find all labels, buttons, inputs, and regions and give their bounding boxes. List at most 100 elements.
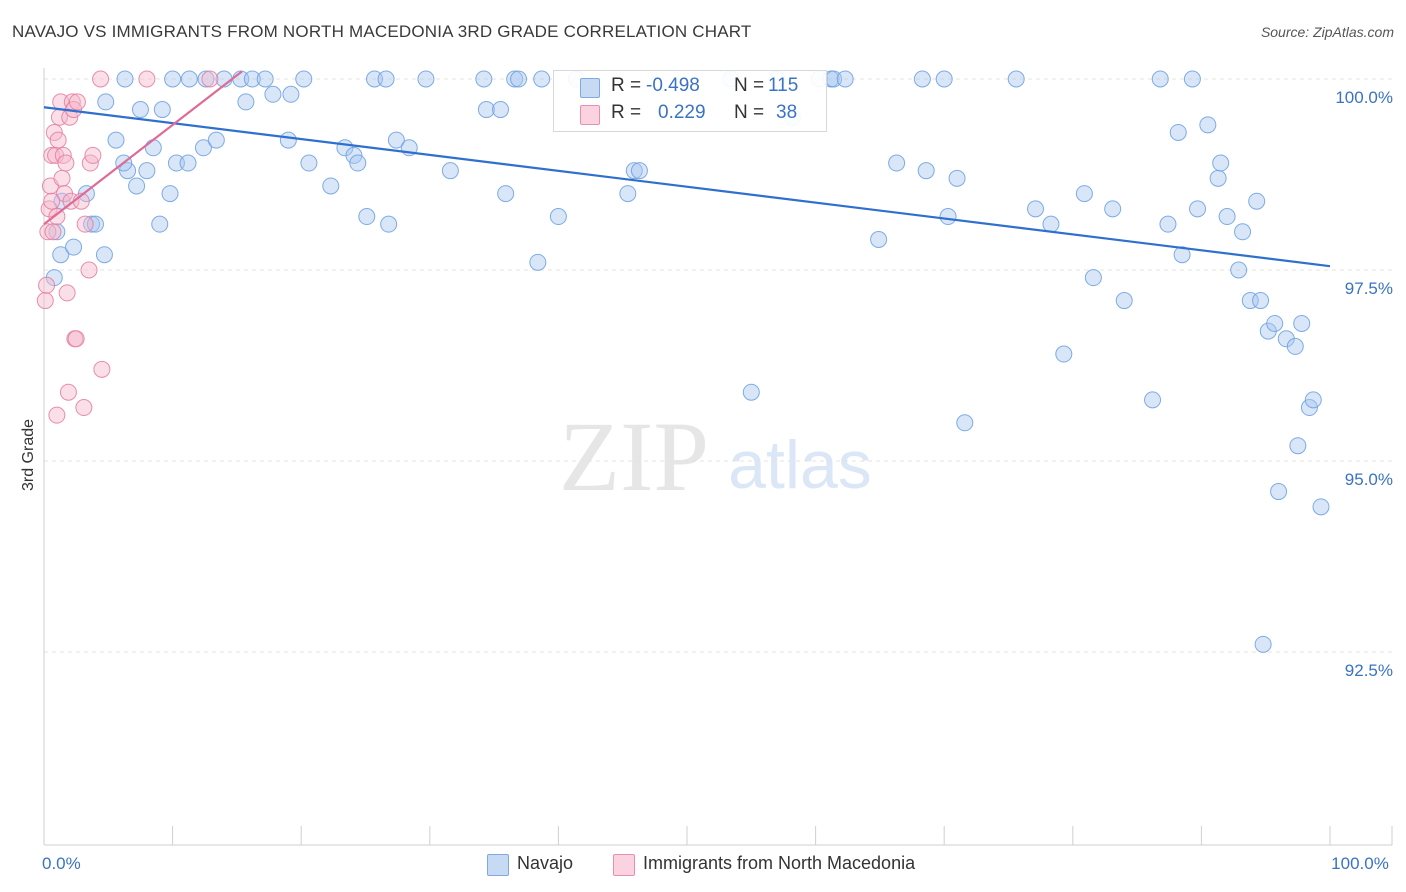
macedonia-point [43, 146, 61, 164]
navajo-point [1304, 391, 1322, 409]
y-axis-label: 3rd Grade [20, 419, 37, 491]
navajo-point [492, 101, 510, 119]
navajo-point [83, 215, 101, 233]
navajo-point [1252, 292, 1270, 310]
navajo-point [179, 154, 197, 172]
navajo-point [197, 70, 215, 88]
navajo-point [1199, 116, 1217, 134]
legend-r-value: 0.229 [658, 102, 706, 123]
navajo-point [128, 177, 146, 195]
legend-swatch-macedonia [580, 105, 600, 125]
legend-r-value: -0.498 [646, 75, 700, 96]
navajo-point [358, 208, 376, 226]
macedonia-point [75, 399, 93, 417]
x-tick-label: 100.0% [1331, 854, 1389, 873]
navajo-point [207, 131, 225, 149]
navajo-point [1241, 292, 1259, 310]
series-swatch-macedonia [613, 854, 635, 876]
navajo-point [529, 253, 547, 271]
navajo-point [888, 154, 906, 172]
watermark-atlas: atlas [728, 427, 872, 503]
navajo-point [1234, 223, 1252, 241]
navajo-point [742, 383, 760, 401]
navajo-point [65, 238, 83, 256]
navajo-point [1212, 154, 1230, 172]
macedonia-point [45, 123, 63, 141]
legend-r-label: R = [611, 75, 642, 96]
macedonia-point [58, 284, 76, 302]
navajo-point [1104, 200, 1122, 218]
navajo-point [116, 70, 134, 88]
navajo-point [917, 162, 935, 180]
navajo-point [138, 162, 156, 180]
macedonia-point [201, 70, 219, 88]
navajo-point [1159, 215, 1177, 233]
navajo-point [366, 70, 384, 88]
macedonia-point [48, 406, 66, 424]
navajo-point [497, 185, 515, 203]
macedonia-point [67, 330, 85, 348]
navajo-point [1183, 70, 1201, 88]
series-legend: Navajo Immigrants from North Macedonia [0, 852, 1406, 878]
navajo-point [264, 85, 282, 103]
correlation-legend: R = -0.498 N = 115 R = 0.229 N = 38 [553, 70, 827, 132]
navajo-point [377, 70, 395, 88]
navajo-point [161, 185, 179, 203]
navajo-point [295, 70, 313, 88]
navajo-point [107, 131, 125, 149]
navajo-point [349, 154, 367, 172]
navajo-point [1042, 215, 1060, 233]
navajo-point [131, 101, 149, 119]
navajo-point [300, 154, 318, 172]
macedonia-point [138, 70, 156, 88]
navajo-point [282, 85, 300, 103]
navajo-point [948, 169, 966, 187]
navajo-point [48, 223, 66, 241]
navajo-trend-line [43, 106, 1331, 268]
navajo-point [1027, 200, 1045, 218]
x-tick-label: 0.0% [42, 854, 81, 873]
navajo-point [380, 215, 398, 233]
macedonia-point [80, 261, 98, 279]
navajo-point [836, 70, 854, 88]
navajo-point [1189, 200, 1207, 218]
series-swatch-navajo [487, 854, 509, 876]
navajo-point [153, 101, 171, 119]
macedonia-point [39, 223, 57, 241]
navajo-point [1248, 192, 1266, 210]
navajo-point [95, 246, 113, 264]
macedonia-point [36, 292, 54, 310]
navajo-point [256, 70, 274, 88]
navajo-point [151, 215, 169, 233]
macedonia-point [44, 223, 62, 241]
navajo-point [913, 70, 931, 88]
navajo-point [1144, 391, 1162, 409]
navajo-point [167, 154, 185, 172]
legend-n-value: 115 [768, 75, 799, 96]
navajo-point [1300, 399, 1318, 417]
legend-row-macedonia: R = 0.229 N = 38 [554, 102, 824, 126]
navajo-point [1169, 123, 1187, 141]
navajo-point [1055, 345, 1073, 363]
macedonia-point [76, 215, 94, 233]
source-label: Source: ZipAtlas.com [1260, 24, 1394, 40]
y-tick-label: 95.0% [1345, 470, 1393, 489]
navajo-point [194, 139, 212, 157]
macedonia-point [84, 146, 102, 164]
navajo-point [441, 162, 459, 180]
navajo-point [1293, 314, 1311, 332]
navajo-point [1075, 185, 1093, 203]
navajo-point [1312, 498, 1330, 516]
legend-r-label: R = [611, 102, 642, 123]
series-label-macedonia: Immigrants from North Macedonia [643, 853, 916, 873]
navajo-point [1230, 261, 1248, 279]
navajo-point [870, 230, 888, 248]
macedonia-point [38, 276, 56, 294]
navajo-point [144, 139, 162, 157]
legend-row-navajo: R = -0.498 N = 115 [554, 75, 824, 99]
y-tick-label: 100.0% [1335, 88, 1393, 107]
chart-title: NAVAJO VS IMMIGRANTS FROM NORTH MACEDONI… [12, 22, 752, 41]
navajo-point [625, 162, 643, 180]
navajo-point [533, 70, 551, 88]
y-tick-label: 97.5% [1345, 279, 1393, 298]
